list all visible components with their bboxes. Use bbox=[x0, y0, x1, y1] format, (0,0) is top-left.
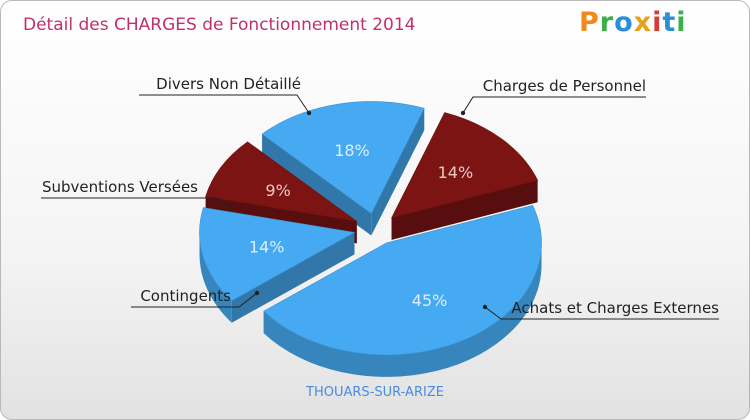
logo-letter: P bbox=[579, 7, 600, 38]
pie-labels: 14% Charges de Personnel 45% Achats et Char… bbox=[41, 75, 719, 320]
pie-slice-side bbox=[263, 242, 542, 377]
slice-category-label: Achats et Charges Externes bbox=[511, 299, 719, 317]
leader-line-end bbox=[226, 204, 232, 210]
logo-letter: x bbox=[633, 7, 653, 38]
slice-percent-label: 18% bbox=[334, 141, 370, 160]
pie-slice bbox=[261, 101, 425, 214]
slice-percent-label: 14% bbox=[438, 163, 474, 182]
logo-letter: o bbox=[614, 7, 634, 38]
logo-letter: i bbox=[652, 7, 663, 38]
leader-line-end bbox=[254, 290, 260, 296]
slice-category-label: Charges de Personnel bbox=[483, 77, 646, 95]
leader-line-end bbox=[460, 110, 466, 116]
pie-tops bbox=[199, 101, 542, 356]
slice-percent-label: 9% bbox=[265, 181, 290, 200]
slice-category-label: Subventions Versées bbox=[42, 178, 198, 196]
leader-line-end bbox=[482, 304, 488, 310]
pie-slice-side bbox=[199, 232, 232, 323]
leader-line bbox=[139, 94, 310, 114]
pie-slice-face bbox=[231, 232, 355, 323]
leader-line-end bbox=[306, 110, 312, 116]
slice-category-label: Divers Non Détaillé bbox=[156, 75, 301, 93]
pie-slice-face bbox=[371, 108, 425, 236]
pie-slice-face bbox=[262, 134, 372, 236]
leader-line bbox=[131, 292, 258, 308]
logo-letter: r bbox=[599, 7, 615, 38]
slice-percent-label: 14% bbox=[249, 237, 285, 256]
slice-percent-label: 45% bbox=[412, 291, 448, 310]
pie-slice bbox=[205, 141, 357, 222]
proxiti-logo: Proxiti bbox=[579, 7, 687, 38]
chart-title: Détail des CHARGES de Fonctionnement 201… bbox=[23, 15, 416, 35]
logo-letter: i bbox=[676, 7, 687, 38]
commune-name: THOUARS-SUR-ARIZE bbox=[306, 385, 444, 400]
pie-slice bbox=[391, 112, 539, 219]
leader-line bbox=[484, 306, 719, 320]
slice-category-label: Contingents bbox=[140, 287, 231, 305]
leader-line bbox=[41, 197, 230, 208]
leader-line bbox=[462, 96, 646, 114]
logo-letter: t bbox=[662, 7, 677, 38]
pie-slice bbox=[199, 207, 356, 302]
pie-slice bbox=[263, 204, 542, 356]
pie-slice-face bbox=[391, 180, 538, 240]
